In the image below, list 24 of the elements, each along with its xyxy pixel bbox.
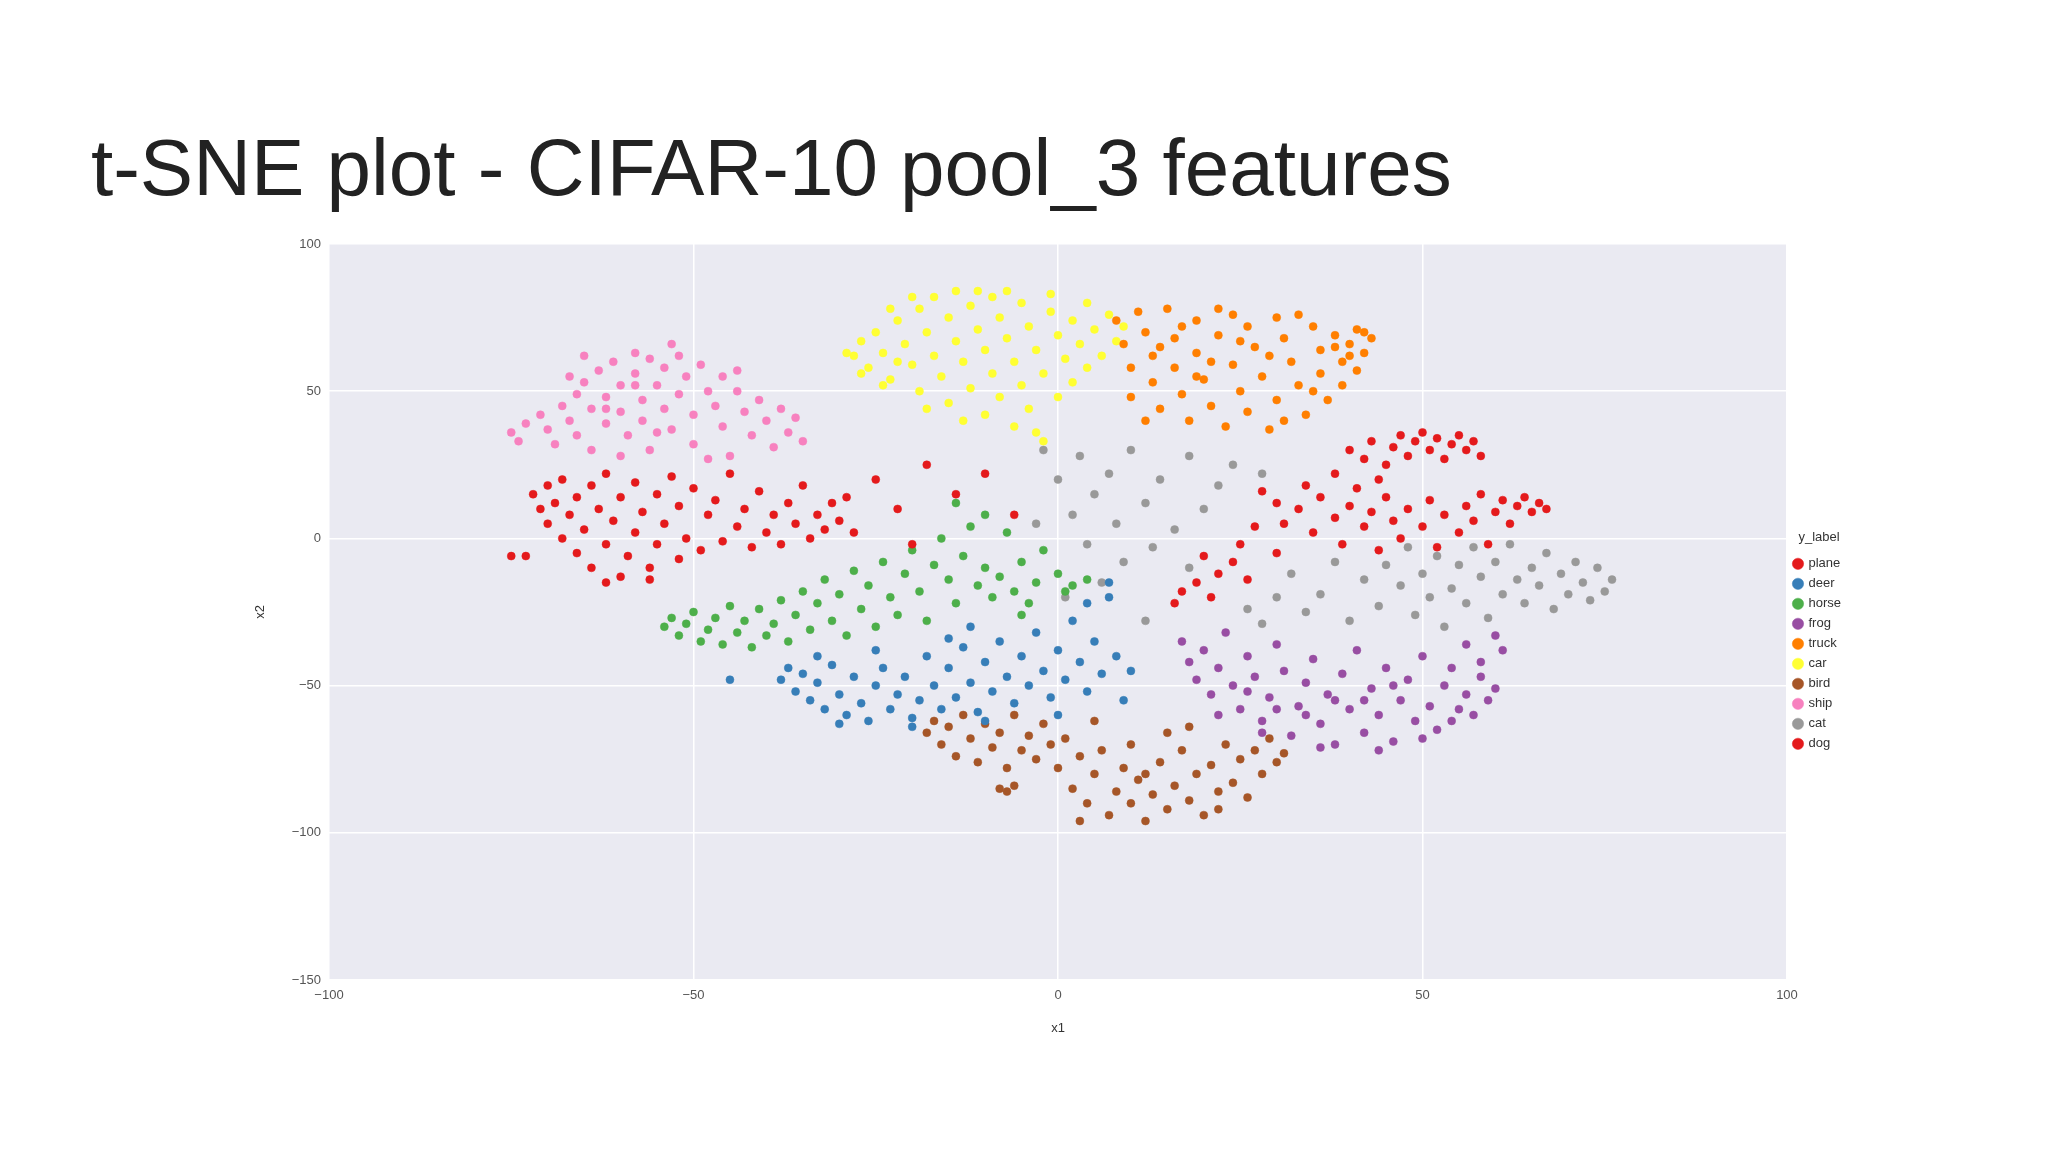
legend-label: bird: [1808, 675, 1831, 691]
x-tick-label: 50: [1415, 987, 1430, 1003]
legend-label: ship: [1808, 695, 1833, 711]
legend-label: horse: [1808, 595, 1842, 611]
x-tick-label: 0: [1054, 987, 1062, 1003]
y-tick-label: −150: [291, 971, 321, 987]
legend-label: car: [1808, 655, 1828, 671]
y-tick-label: 0: [313, 529, 321, 545]
y-axis-title: x2: [252, 605, 268, 619]
chart-title: t-SNE plot - CIFAR-10 pool_3 features: [91, 123, 1452, 212]
y-tick-label: −100: [291, 824, 321, 840]
legend-label: deer: [1808, 575, 1836, 591]
legend-label: plane: [1808, 555, 1841, 571]
legend-label: truck: [1808, 635, 1838, 651]
legend-label: dog: [1808, 735, 1831, 751]
legend-label: frog: [1808, 615, 1831, 631]
legend-label: cat: [1808, 715, 1827, 731]
x-tick-label: 100: [1776, 987, 1798, 1003]
legend-title: y_label: [1798, 528, 1840, 544]
y-tick-label: 50: [306, 382, 321, 398]
y-tick-label: 100: [299, 235, 321, 251]
x-axis-title: x1: [1051, 1019, 1065, 1035]
x-tick-label: −50: [682, 987, 705, 1003]
y-tick-label: −50: [298, 677, 321, 693]
